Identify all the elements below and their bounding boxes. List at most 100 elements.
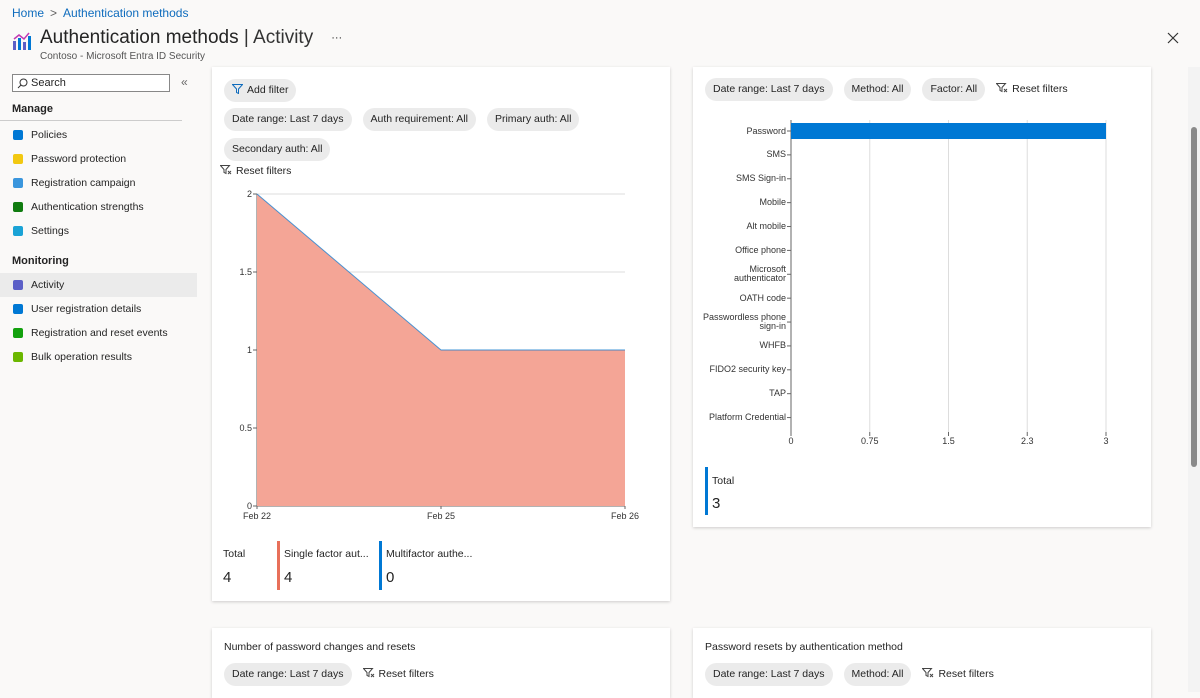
menu-label: Activity [31, 279, 65, 291]
filter-pill[interactable]: Method: All [843, 78, 912, 101]
x-tick-label: Feb 25 [427, 511, 455, 521]
filter-pill[interactable]: Factor: All [922, 78, 986, 101]
close-button[interactable] [1167, 32, 1179, 44]
filter-pill[interactable]: Date range: Last 7 days [705, 663, 833, 686]
menu-label: Password protection [31, 153, 127, 165]
menu-item[interactable]: Bulk operation results [0, 345, 197, 369]
y-tick-label: SMS Sign-in [735, 173, 786, 184]
filter-pill[interactable]: Auth requirement: All [362, 108, 476, 131]
reset-label: Reset filters [236, 165, 292, 177]
reset-label: Reset filters [938, 668, 994, 680]
menu: Manage Policies Password protection Registr… [0, 97, 197, 369]
y-tick-label: TAP [769, 388, 786, 399]
breadcrumb-link[interactable]: Authentication methods [63, 6, 189, 20]
x-tick-label: 0 [788, 436, 793, 446]
area-line [256, 193, 625, 351]
more-button[interactable]: ··· [331, 31, 343, 44]
menu-label: Registration campaign [31, 177, 136, 189]
section: | Activity [243, 27, 314, 48]
sidebar: Search « Manage Policies Password protecti… [0, 67, 197, 692]
reset-filters[interactable]: Reset filters [219, 160, 292, 183]
page-title: Authentication methods | Activity ··· [40, 27, 342, 49]
reset-filters[interactable]: Reset filters [995, 78, 1068, 101]
reset-filters[interactable]: Reset filters [219, 160, 292, 183]
menu-icon [13, 280, 23, 290]
y-tick-label: Platform Credential [708, 412, 786, 423]
breadcrumb-link[interactable]: Home [12, 6, 45, 20]
menu-item[interactable]: Policies [0, 123, 197, 147]
menu-label: User registration details [31, 303, 142, 315]
scrollbar[interactable] [1188, 67, 1200, 692]
filter-pill[interactable]: Date range: Last 7 days [224, 663, 352, 686]
menu-item[interactable]: Activity [0, 273, 197, 297]
total-value: 4 [223, 569, 232, 586]
filters: Date range: Last 7 days Reset filters [224, 663, 664, 686]
filters: Date range: Last 7 days Auth requirement:… [224, 108, 644, 161]
title: Authentication methods [40, 27, 239, 48]
panel-title: Password resets by authentication method [705, 641, 903, 653]
bar-panel [693, 67, 1151, 527]
filter-pill[interactable]: Primary auth: All [486, 108, 580, 131]
y-tick-label: OATH code [739, 292, 786, 303]
menu-icon [13, 226, 23, 236]
menu-icon [13, 304, 23, 314]
menu-group: Manage [0, 97, 182, 121]
menu-icon [13, 178, 23, 188]
x-tick-label: 1.5 [942, 436, 955, 446]
filter-pill[interactable]: Secondary auth: All [224, 138, 331, 161]
menu-item[interactable]: Authentication strengths [0, 195, 197, 219]
y-tick-label: Office phone [735, 244, 786, 255]
filters: Date range: Last 7 days Method: All Reset … [705, 663, 1145, 686]
y-tick-label: 1 [247, 345, 252, 355]
legend-label: Single factor aut... [284, 548, 369, 560]
total-label: Total [712, 475, 735, 487]
filter-pill[interactable]: Date range: Last 7 days [224, 108, 352, 131]
y-tick-label: WHFB [759, 340, 787, 351]
y-tick-label: Microsoft authenticator [733, 264, 786, 284]
x-tick-label: Feb 26 [611, 511, 639, 521]
total-label: Total [223, 548, 246, 560]
y-tick-label: FIDO2 security key [709, 364, 786, 375]
x-tick-label: 2.3 [1021, 436, 1034, 446]
reset-label: Reset filters [1012, 83, 1068, 95]
subtitle: Contoso - Microsoft Entra ID Security [40, 51, 206, 62]
y-tick-label: 0.5 [239, 423, 252, 433]
filter-pill[interactable]: Date range: Last 7 days [705, 78, 833, 101]
menu-group: Monitoring [12, 255, 69, 267]
y-tick-label: Password [746, 125, 786, 136]
add-filter[interactable]: Add filter [224, 79, 297, 102]
add-filter-label: Add filter [247, 84, 289, 96]
menu-item[interactable]: Password protection [0, 147, 197, 171]
menu-label: Policies [31, 129, 68, 141]
y-tick-label: 0 [247, 501, 252, 511]
menu-icon [13, 202, 23, 212]
legend-swatch [379, 541, 382, 590]
bar [791, 123, 1106, 139]
separator: > [50, 6, 58, 20]
search-placeholder: Search [31, 77, 66, 89]
collapse-button[interactable]: « [181, 75, 188, 89]
panel-title: Number of password changes and resets [224, 641, 416, 653]
menu-item[interactable]: Settings [0, 219, 197, 243]
reset-filters[interactable]: Reset filters [921, 663, 994, 686]
reset-filters[interactable]: Reset filters [361, 663, 434, 686]
app-icon [13, 32, 31, 50]
x-tick-label: 0.75 [861, 436, 879, 446]
menu-icon [13, 352, 23, 362]
breadcrumb: Home > Authentication methods [12, 6, 188, 20]
legend-label: Multifactor authe... [386, 548, 473, 560]
filter-pill[interactable]: Method: All [843, 663, 912, 686]
total-bar [705, 467, 708, 515]
menu-label: Authentication strengths [31, 201, 144, 213]
search-box[interactable]: Search [12, 74, 170, 92]
menu-item[interactable]: Registration and reset events [0, 321, 197, 345]
total-value: 3 [712, 495, 721, 512]
menu-item[interactable]: User registration details [0, 297, 197, 321]
menu-item[interactable]: Registration campaign [0, 171, 197, 195]
menu-label: Settings [31, 225, 69, 237]
menu-label: Bulk operation results [31, 351, 132, 363]
y-tick-label: 1.5 [239, 267, 252, 277]
menu-icon [13, 130, 23, 140]
